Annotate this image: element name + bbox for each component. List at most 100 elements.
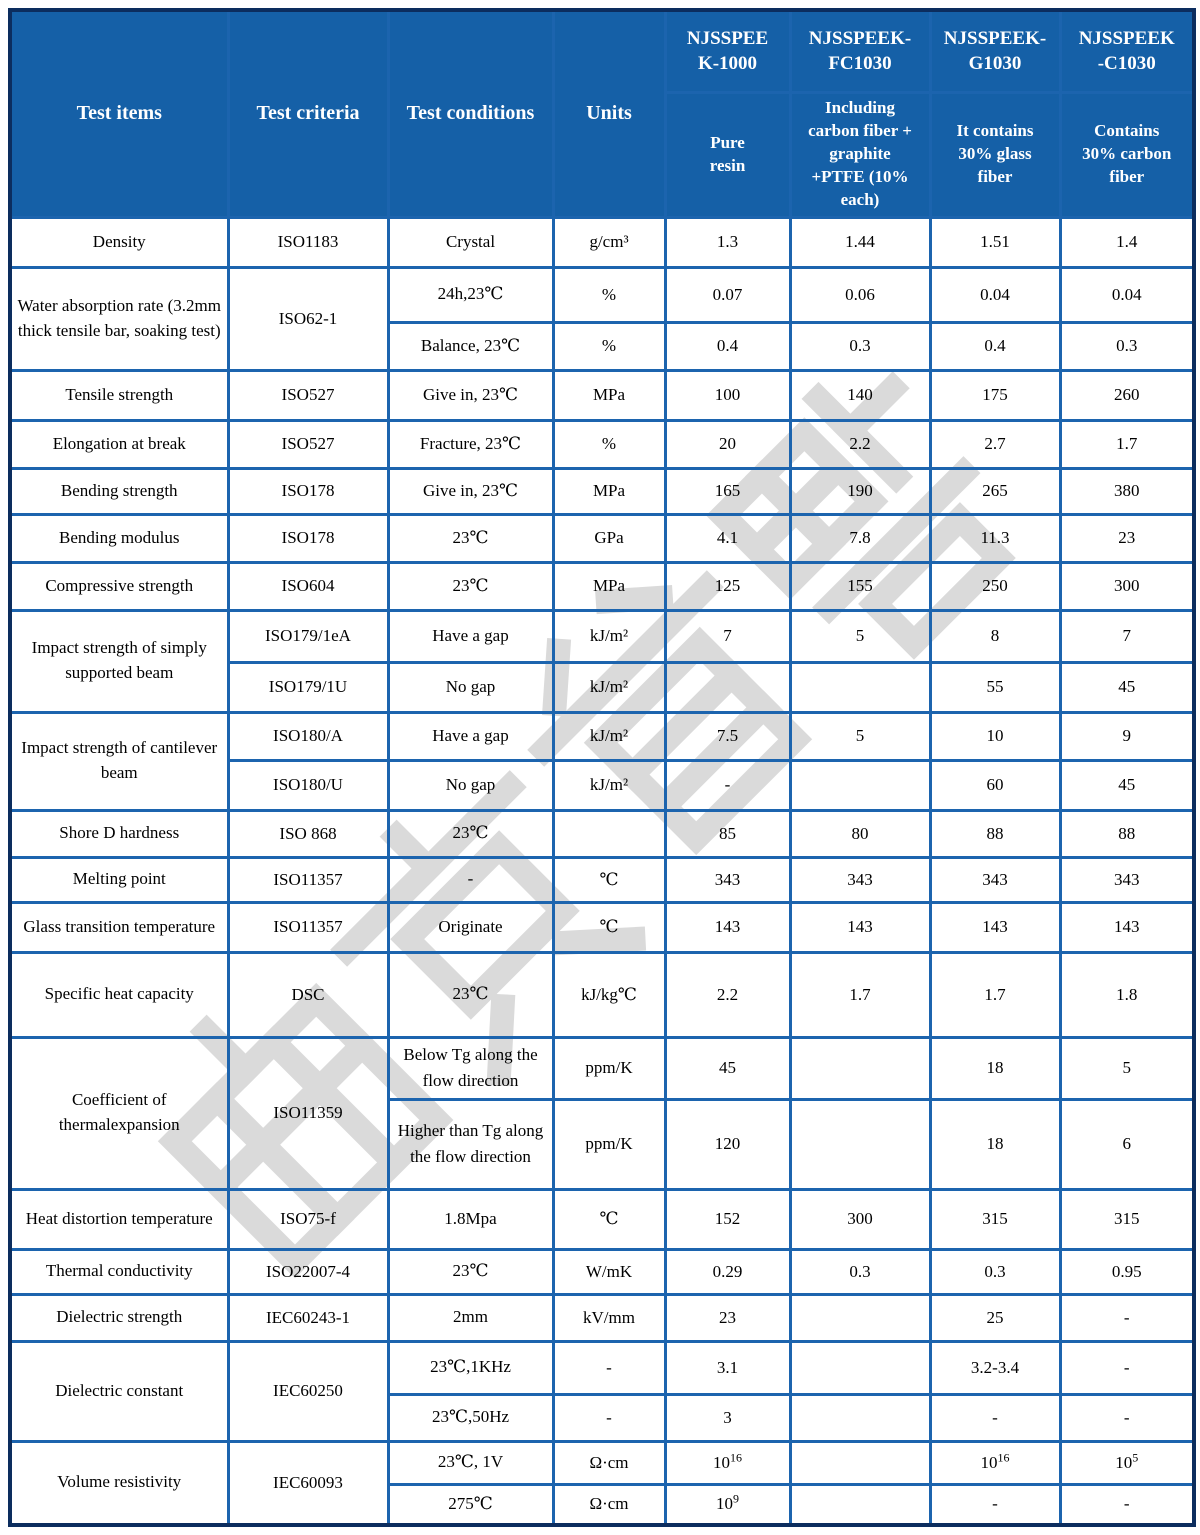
test-condition-cell: 24h,23℃ [386,265,555,324]
value-cell-product-2: 343 [788,855,932,904]
value-cell-product-3: 1016 [928,1439,1062,1486]
value-cell-product-2: 143 [788,900,932,954]
unit-cell: kJ/m² [551,608,667,664]
value-cell-product-4: 0.3 [1058,320,1196,372]
test-condition-cell: Have a gap [386,710,555,762]
column-header-test-criteria: Test criteria [226,8,390,219]
table-row: Bending strength ISO178 Give in, 23℃ MPa 165… [8,466,1196,516]
unit-cell: kJ/m² [551,660,667,714]
value-cell-product-1: 0.07 [663,265,792,324]
value-cell-product-1: 1016 [663,1439,792,1486]
unit-cell [551,808,667,859]
table-row: Heat distortion temperature ISO75-f 1.8Mpa… [8,1187,1196,1251]
table-row: Dielectric constant IEC60250 23℃,1KHz -3.1 3… [8,1339,1196,1443]
test-item-cell: Compressive strength [8,560,230,612]
value-cell-product-1: 165 [663,466,792,516]
test-criteria-cell: ISO178 [226,466,390,516]
test-item-cell: Volume resistivity [8,1439,230,1527]
value-cell-product-4: 7 [1058,608,1196,664]
test-criteria-cell: ISO75-f [226,1187,390,1251]
test-item-cell: Dielectric constant [8,1339,230,1443]
product-desc-4: Contains 30% carbon fiber [1058,90,1196,219]
test-condition-cell: 23℃ [386,1247,555,1296]
test-condition-cell: Originate [386,900,555,954]
value-cell-product-1: 143 [663,900,792,954]
test-criteria-cell: ISO180/U [226,758,390,812]
value-cell-product-4: - [1058,1392,1196,1443]
table-row: Bending modulus ISO178 23℃ GPa 4.1 7.8 11.3 23 [8,512,1196,564]
test-criteria-cell: IEC60243-1 [226,1292,390,1343]
value-cell-product-1 [663,660,792,714]
value-cell-product-4: 9 [1058,710,1196,762]
table-row: 275℃ Ω·cm 109 - - [10,1482,1196,1527]
unit-cell: kJ/m² [551,710,667,762]
value-cell-product-4: 6 [1058,1097,1196,1191]
value-cell-product-4: 143 [1058,900,1196,954]
value-cell-product-1: 7 [663,608,792,664]
table-row: Elongation at break ISO527 Fracture, 23℃% 2… [8,418,1196,470]
table-row: Impact strength of simply supported beam… [8,608,1196,714]
test-condition-cell: Give in, 23℃ [386,368,555,422]
value-cell-product-1: - [663,758,792,812]
test-condition-cell: 275℃ [386,1482,555,1527]
value-cell-product-1: 100 [663,368,792,422]
table-row: Thermal conductivity ISO22007-4 23℃ W/mK 0.2… [8,1247,1196,1296]
value-cell-product-3: 60 [928,758,1062,812]
value-cell-product-2: 5 [788,608,932,664]
unit-cell: % [551,265,667,324]
test-criteria-cell: ISO1183 [226,215,390,269]
test-condition-cell: Balance, 23℃ [386,320,555,372]
test-item-cell: Elongation at break [8,418,230,470]
unit-cell: kJ/m² [551,758,667,812]
test-criteria-cell: ISO11357 [226,855,390,904]
value-cell-product-3: 175 [928,368,1062,422]
product-desc-2: Including carbon fiber + graphite +PTFE … [788,90,932,219]
value-cell-product-1: 3.1 [663,1339,792,1396]
value-cell-product-2 [788,1292,932,1343]
unit-cell: Ω·cm [551,1439,667,1486]
test-criteria-cell: ISO178 [226,512,390,564]
value-cell-product-4: 380 [1058,466,1196,516]
value-cell-product-1: 45 [663,1035,792,1101]
test-condition-cell: 23℃, 1V [386,1439,555,1486]
value-cell-product-1: 20 [663,418,792,470]
value-cell-product-3: 3.2-3.4 [928,1339,1062,1396]
value-cell-product-2: 1.7 [788,950,932,1039]
value-cell-product-3: 250 [928,560,1062,612]
table-row: Volume resistivity IEC60093 23℃, 1V Ω·cm 101… [8,1439,1196,1527]
value-cell-product-3: 18 [928,1097,1062,1191]
value-cell-product-1: 152 [663,1187,792,1251]
unit-cell: g/cm³ [551,215,667,269]
test-criteria-cell: ISO527 [226,418,390,470]
value-cell-product-2: 140 [788,368,932,422]
table-header: Test items Test criteria Test conditions Un… [8,8,1196,219]
test-item-cell: Specific heat capacity [8,950,230,1039]
table-row: Compressive strength ISO604 23℃ MPa 125 155 25… [8,560,1196,612]
table-row: Glass transition temperature ISO11357 Orig… [8,900,1196,954]
unit-cell: - [551,1392,667,1443]
value-cell-product-4: 1.8 [1058,950,1196,1039]
test-condition-cell: 23℃ [386,808,555,859]
value-cell-product-2: 0.3 [788,1247,932,1296]
product-name-4: NJSSPEEK -C1030 [1058,8,1196,94]
value-cell-product-3: - [928,1392,1062,1443]
test-condition-cell: 23℃ [386,560,555,612]
test-item-cell: Impact strength of simply supported beam [8,608,230,714]
test-condition-cell: 2mm [386,1292,555,1343]
test-condition-cell: 23℃,1KHz [386,1339,555,1396]
test-condition-cell: Crystal [386,215,555,269]
table-row: Water absorption rate (3.2mm thick tensi… [8,265,1196,372]
value-cell-product-1: 4.1 [663,512,792,564]
value-cell-product-2 [788,758,932,812]
value-cell-product-2 [788,1097,932,1191]
product-name-3: NJSSPEEK- G1030 [928,8,1062,94]
test-criteria-cell: ISO527 [226,368,390,422]
table-row: Higher than Tg along the flow direction p… [10,1097,1196,1191]
test-criteria-cell: ISO11357 [226,900,390,954]
test-criteria-cell: IEC60093 [226,1439,390,1527]
value-cell-product-4: 1.7 [1058,418,1196,470]
value-cell-product-3: 0.3 [928,1247,1062,1296]
test-item-cell: Water absorption rate (3.2mm thick tensi… [8,265,230,372]
product-name-2: NJSSPEEK- FC1030 [788,8,932,94]
